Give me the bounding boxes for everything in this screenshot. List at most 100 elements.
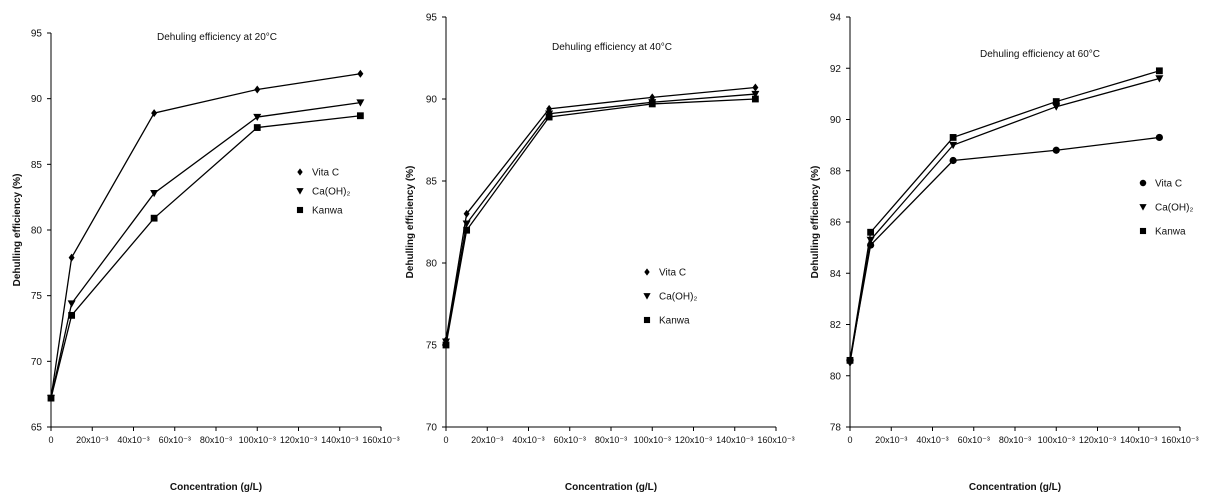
legend-label: Kanwa [312, 206, 343, 217]
x-tick-label: 80x10⁻³ [595, 435, 627, 445]
legend-marker [297, 168, 303, 176]
data-point [1155, 67, 1163, 75]
y-tick-label: 95 [426, 13, 438, 24]
y-tick-label: 70 [426, 423, 438, 434]
x-tick-label: 120x10⁻³ [1079, 435, 1116, 445]
x-tick-label: 100x10⁻³ [1038, 435, 1075, 445]
x-tick-label: 100x10⁻³ [634, 435, 671, 445]
data-point [866, 236, 875, 244]
chart-20c: 65 70 75 80 85 90 95 0 20x10⁻³ 40x10⁻³ 60x10⁻³ 80x1… [12, 29, 400, 494]
data-point [67, 300, 76, 308]
data-point [1052, 146, 1060, 154]
data-point [442, 341, 450, 349]
series-line-0 [445, 86, 756, 341]
legend-label: Ca(OH)₂ [312, 187, 350, 198]
legend-marker [1139, 179, 1147, 187]
x-tick-label: 40x10⁻³ [916, 435, 948, 445]
legend-marker [296, 188, 304, 195]
series-line-1 [50, 101, 361, 399]
x-tick-label: 0 [847, 435, 852, 445]
data-point [867, 228, 875, 236]
data-point [1052, 103, 1061, 111]
x-tick-label: 60x10⁻³ [159, 435, 191, 445]
data-point [751, 90, 760, 99]
data-point [545, 113, 553, 121]
legend-marker [1139, 227, 1147, 235]
data-point [949, 141, 958, 150]
chart-40c: 70 75 80 85 90 95 0 20x10⁻³ 40x10⁻³ 60x10⁻³ 80x10⁻… [405, 13, 795, 494]
x-tick-label: 120x10⁻³ [280, 435, 317, 445]
data-point [949, 134, 957, 141]
y-tick-label: 75 [31, 291, 43, 302]
x-tick-label: 60x10⁻³ [958, 435, 990, 445]
data-point [1155, 75, 1164, 83]
x-axis-label: Concentration (g/L) [170, 482, 262, 493]
data-point [253, 124, 261, 131]
y-tick-label: 88 [830, 166, 842, 177]
x-tick-label: 140x10⁻³ [321, 435, 358, 445]
legend: Vita C Ca(OH)₂ Kanwa [296, 168, 350, 217]
y-tick-label: 75 [426, 341, 438, 352]
x-tick-label: 60x10⁻³ [554, 435, 586, 445]
y-axis-label: Dehulling efficiency (%) [405, 166, 416, 279]
x-tick-label: 0 [443, 435, 448, 445]
series-line-2 [445, 98, 756, 346]
x-tick-label: 120x10⁻³ [675, 435, 712, 445]
data-point [253, 113, 262, 122]
x-tick-label: 20x10⁻³ [471, 435, 503, 445]
data-point [463, 209, 470, 218]
data-point [846, 356, 854, 364]
legend-label: Ca(OH)₂ [659, 292, 697, 303]
y-tick-label: 78 [830, 423, 842, 434]
data-point [68, 253, 75, 262]
x-tick-label: 0 [48, 435, 53, 445]
x-tick-label: 80x10⁻³ [999, 435, 1031, 445]
legend-label: Ca(OH)₂ [1155, 203, 1193, 214]
data-point [150, 190, 159, 198]
y-tick-label: 86 [830, 218, 842, 229]
legend: Vita C Ca(OH)₂ Kanwa [1139, 179, 1193, 238]
y-axis-label: Dehulling efficiency (%) [12, 174, 23, 287]
data-point [867, 241, 875, 249]
y-tick-label: 90 [830, 115, 842, 126]
x-tick-label: 160x10⁻³ [1161, 435, 1198, 445]
y-tick-label: 90 [426, 95, 438, 106]
legend-marker [643, 293, 651, 300]
data-point [150, 214, 158, 222]
x-tick-label: 100x10⁻³ [239, 435, 276, 445]
legend-marker [644, 268, 650, 276]
y-tick-label: 80 [31, 226, 43, 237]
x-tick-label: 20x10⁻³ [875, 435, 907, 445]
series-line-0 [849, 136, 1160, 361]
series-line-0 [50, 73, 361, 399]
y-tick-label: 82 [830, 320, 842, 331]
y-tick-label: 80 [830, 371, 842, 382]
y-tick-label: 70 [31, 357, 43, 368]
data-point [463, 226, 471, 234]
legend-marker [1139, 204, 1147, 211]
series-line-2 [50, 115, 361, 399]
legend-label: Vita C [312, 168, 339, 179]
x-tick-label: 140x10⁻³ [1120, 435, 1157, 445]
y-tick-label: 85 [31, 160, 43, 171]
data-point [356, 112, 364, 120]
chart-title: Dehuling efficiency at 40°C [552, 42, 672, 53]
y-axis-label: Dehulling efficiency (%) [810, 166, 821, 279]
y-tick-label: 92 [830, 64, 842, 75]
legend-marker [296, 206, 304, 214]
data-point [151, 109, 158, 118]
data-point [648, 100, 656, 108]
data-point [949, 156, 957, 165]
legend-label: Vita C [1155, 179, 1182, 190]
data-point [68, 311, 76, 319]
data-point [462, 220, 471, 228]
x-tick-label: 160x10⁻³ [362, 435, 399, 445]
legend: Vita C Ca(OH)₂ Kanwa [643, 268, 697, 327]
legend-label: Kanwa [659, 316, 690, 327]
chart-60c: 78 80 82 84 86 88 90 92 94 0 20x10⁻³ 40x10⁻³ 60x10⁻³… [810, 13, 1199, 494]
x-axis-label: Concentration (g/L) [969, 482, 1061, 493]
y-tick-label: 95 [31, 29, 43, 40]
x-tick-label: 140x10⁻³ [716, 435, 753, 445]
chart-title: Dehuling efficiency at 20°C [157, 32, 277, 43]
